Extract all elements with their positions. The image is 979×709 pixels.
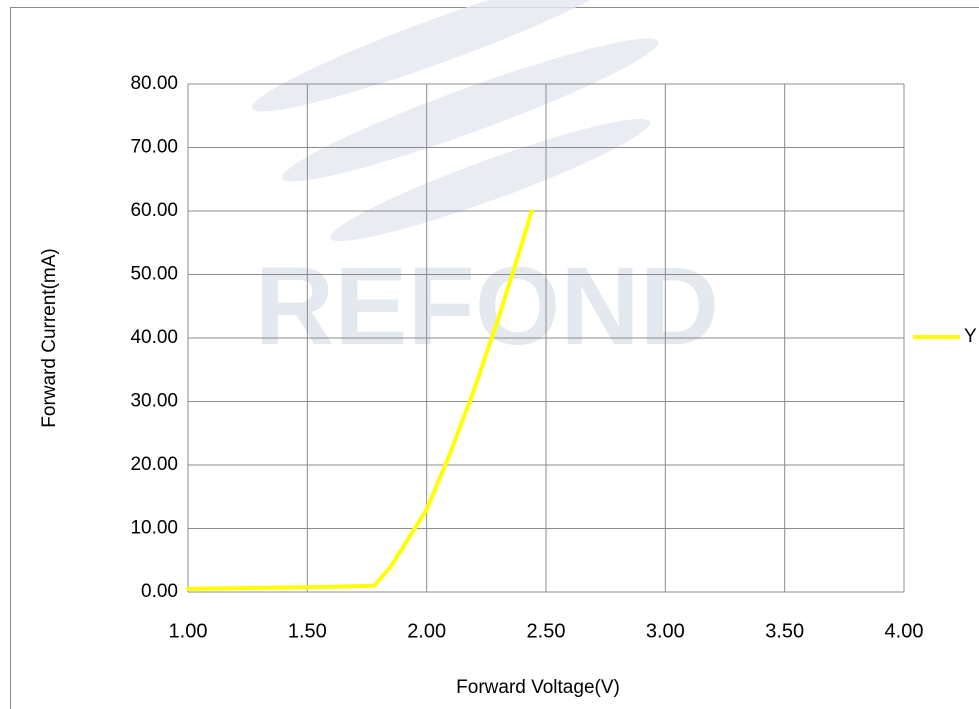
chart: REFOND Forward Voltage(V) Forward Curren…	[0, 0, 979, 709]
y-tick-label: 0.00	[141, 581, 178, 602]
x-tick-label: 2.50	[527, 620, 566, 642]
x-tick-label: 1.00	[169, 620, 208, 642]
y-tick-label: 60.00	[130, 200, 178, 221]
x-tick-label: 3.00	[646, 620, 685, 642]
y-tick-label: 30.00	[130, 391, 178, 412]
x-axis-title: Forward Voltage(V)	[456, 677, 620, 698]
y-tick-label: 50.00	[130, 264, 178, 285]
y-axis-title: Forward Current(mA)	[39, 248, 60, 427]
y-tick-label: 70.00	[130, 137, 178, 158]
x-tick-label: 1.50	[288, 620, 327, 642]
y-tick-label: 80.00	[130, 73, 178, 94]
y-tick-label: 10.00	[130, 518, 178, 539]
legend-label: Y	[964, 326, 977, 347]
x-tick-label: 4.00	[885, 620, 924, 642]
x-tick-label: 2.00	[407, 620, 446, 642]
x-tick-label: 3.50	[765, 620, 804, 642]
y-tick-label: 40.00	[130, 327, 178, 348]
y-tick-label: 20.00	[130, 454, 178, 475]
